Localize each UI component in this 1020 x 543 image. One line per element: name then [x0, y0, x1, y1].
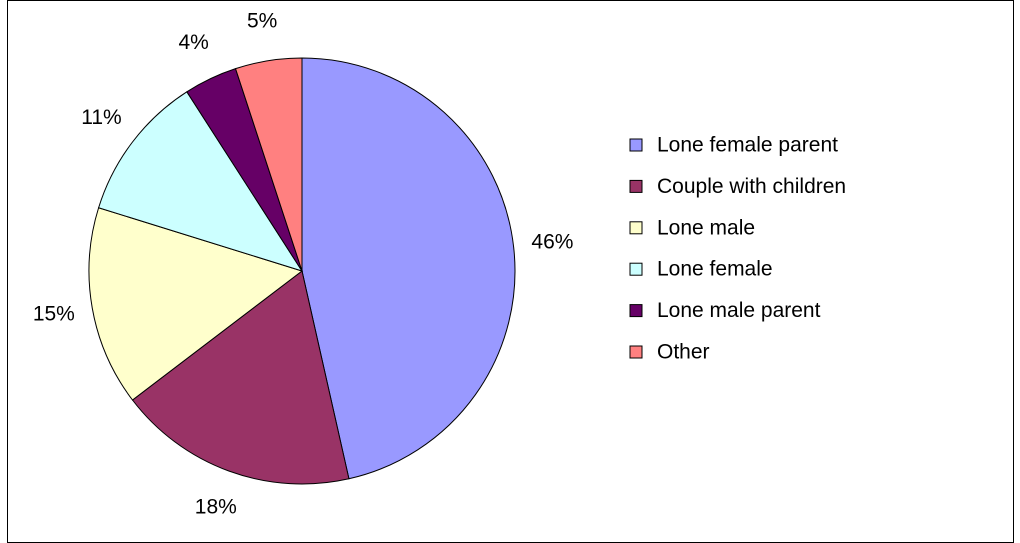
pie-slice	[131, 270, 350, 485]
legend-swatch	[629, 304, 643, 318]
pie-slice	[97, 91, 304, 272]
data-label: 15%	[33, 302, 75, 325]
legend-swatch	[629, 345, 643, 359]
legend-label: Other	[657, 341, 710, 364]
legend-label: Couple with children	[657, 175, 846, 198]
pie-slice	[301, 57, 516, 480]
legend-label: Lone male	[657, 216, 755, 239]
pie-slice	[88, 207, 304, 401]
data-label: 18%	[195, 495, 237, 518]
legend-swatch	[629, 138, 643, 152]
legend-label: Lone male parent	[657, 299, 821, 322]
data-label: 11%	[81, 106, 121, 129]
legend-label: Lone female	[657, 258, 773, 281]
data-label: 5%	[247, 10, 277, 33]
data-label: 46%	[531, 231, 573, 254]
legend-swatch	[629, 262, 643, 276]
legend-swatch	[629, 221, 643, 235]
legend-label: Lone female parent	[657, 134, 838, 157]
pie-slice	[234, 57, 303, 272]
legend-swatch	[629, 179, 643, 193]
data-label: 4%	[179, 31, 209, 54]
